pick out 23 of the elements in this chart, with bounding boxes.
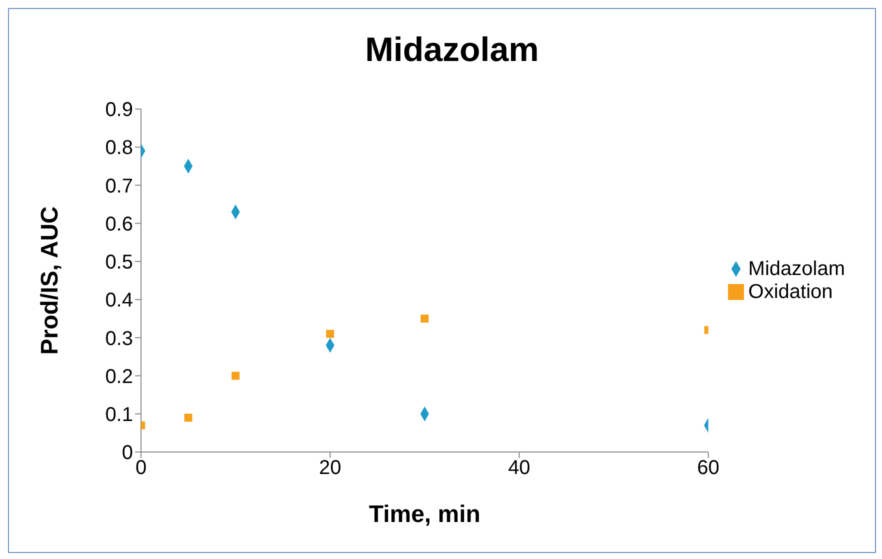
- legend-label: Midazolam: [748, 258, 845, 280]
- y-tick-label: 0: [122, 442, 133, 464]
- y-axis-title: Prod/IS, AUC: [36, 206, 64, 355]
- x-tick-label: 0: [135, 457, 147, 480]
- y-tick-label: 0.5: [105, 252, 133, 274]
- y-tick-label: 0.1: [105, 404, 133, 426]
- chart-title: Midazolam: [364, 31, 540, 70]
- legend-label: Oxidation: [748, 280, 833, 302]
- x-axis-title: Time, min: [368, 501, 480, 528]
- point: [420, 314, 429, 323]
- y-tick-label: 0.7: [105, 175, 133, 198]
- y-tick-label: 0.4: [105, 290, 133, 312]
- y-tick-label: 0.3: [105, 328, 133, 350]
- point: [184, 414, 192, 422]
- y-tick-label: 0.8: [105, 137, 133, 160]
- point: [326, 330, 334, 338]
- point: [232, 372, 240, 380]
- y-tick-label: 0.2: [105, 366, 133, 388]
- x-tick-label: 40: [508, 457, 530, 480]
- x-tick-label: 20: [318, 457, 342, 480]
- x-tick-label: 60: [697, 457, 720, 480]
- y-tick-label: 0.9: [105, 99, 133, 122]
- y-tick-label: 0.6: [105, 213, 133, 236]
